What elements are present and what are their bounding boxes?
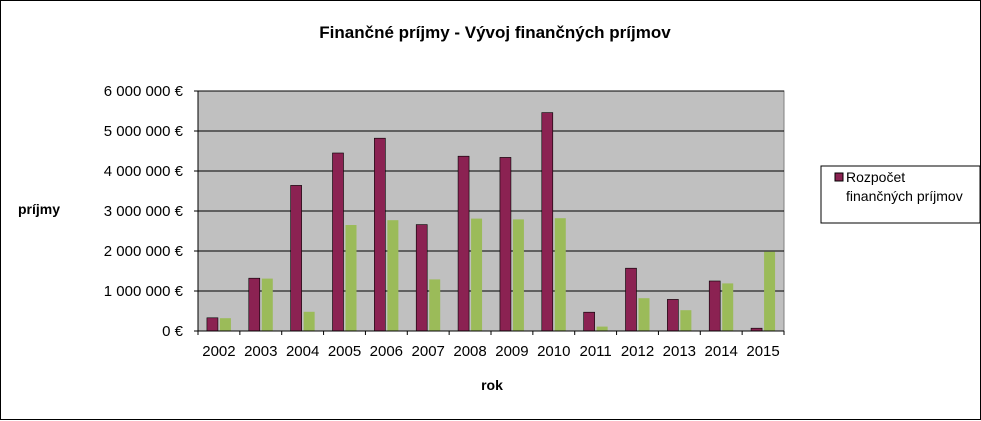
bar-series-2-2002 [219,318,231,331]
bar-series-2-2011 [596,326,608,331]
legend-label-line-2: finančných príjmov [846,188,963,204]
bar-series-2-2014 [722,283,734,331]
y-tick-label: 6 000 000 € [104,83,184,100]
bar-series-1-2006 [374,137,386,332]
bar-series-2-2007 [429,279,441,331]
x-tick-label-2009: 2009 [495,343,528,360]
bar-series-1-2014 [708,280,721,332]
bar-series-2-2010 [554,218,566,331]
x-tick-label-2012: 2012 [621,343,654,360]
chart-title: Finančné príjmy - Vývoj finančných príjm… [319,23,671,42]
y-tick-labels: 0 € 1 000 000 € 2 000 000 € 3 000 000 € 4 00… [104,83,198,340]
x-tick-label-2004: 2004 [286,343,319,360]
bar-series-1-2009 [499,157,512,332]
legend-label-line-1: Rozpočet [846,169,905,185]
x-tick-label-2002: 2002 [202,343,235,360]
bar-series-2-2013 [680,310,692,331]
x-tick-label-2014: 2014 [705,343,738,360]
legend-box [820,165,981,224]
bar-series-1-2005 [332,152,344,332]
plot-area [194,90,785,332]
bar-series-2-2003 [261,278,273,331]
x-tick-label-2005: 2005 [328,343,361,360]
x-tick-label-2011: 2011 [580,343,612,360]
y-tick-label: 0 € [162,323,184,340]
y-tick-label: 1 000 000 € [104,283,184,300]
y-axis-title: príjmy [18,201,60,217]
x-tick-label-2006: 2006 [370,343,403,360]
x-axis-title: rok [481,377,503,393]
bar-series-2-2008 [471,218,483,331]
bar-series-1-2011 [583,311,595,332]
bar-series-2-2004 [303,311,315,331]
y-tick-label: 5 000 000 € [104,123,184,140]
x-tick-label-2010: 2010 [537,343,570,360]
x-tick-label-2008: 2008 [453,343,486,360]
bar-series-1-2013 [667,299,679,332]
bar-series-1-2010 [541,112,554,332]
bar-series-1-2012 [625,267,637,332]
bar-series-2-2005 [345,225,357,331]
y-tick-label: 3 000 000 € [104,203,184,220]
bar-series-1-2007 [415,224,428,332]
legend: Rozpočet finančných príjmov [820,165,981,224]
legend-swatch [834,172,844,182]
x-tick-label-2003: 2003 [244,343,277,360]
bar-series-1-2004 [290,185,302,332]
bar-series-2-2015 [764,251,776,331]
bar-series-2-2006 [387,220,399,331]
bar-series-1-2002 [206,317,219,332]
bar-series-1-2008 [457,155,470,332]
bars [206,112,776,332]
bar-series-2-2009 [512,219,524,331]
bar-series-2-2012 [638,298,650,331]
y-tick-label: 2 000 000 € [104,243,184,260]
x-tick-label-2007: 2007 [412,343,445,360]
x-tick-labels: 2002 2003 2004 2005 2006 2007 2008 2009 2010 2011… [197,331,785,360]
bar-series-1-2003 [248,277,261,332]
y-tick-label: 4 000 000 € [104,163,184,180]
x-tick-label-2013: 2013 [663,343,696,360]
x-tick-label-2015: 2015 [746,343,779,360]
